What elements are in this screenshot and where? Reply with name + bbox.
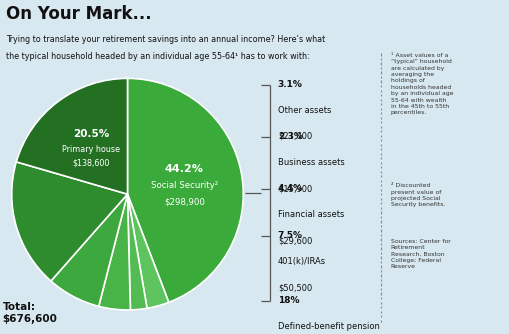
Text: $138,600: $138,600	[72, 159, 110, 168]
Wedge shape	[51, 194, 127, 306]
Text: $298,900: $298,900	[164, 198, 205, 207]
Text: Other assets: Other assets	[277, 106, 330, 115]
Text: Business assets: Business assets	[277, 158, 344, 167]
Text: On Your Mark...: On Your Mark...	[6, 5, 152, 23]
Text: 7.5%: 7.5%	[277, 231, 302, 240]
Text: 18%: 18%	[277, 296, 299, 305]
Text: ² Discounted
present value of
projected Social
Security benefits.: ² Discounted present value of projected …	[390, 183, 444, 207]
Text: Sources: Center for
Retirement
Research, Boston
College; Federal
Reserve: Sources: Center for Retirement Research,…	[390, 238, 449, 269]
Text: Social Security²: Social Security²	[151, 181, 218, 190]
Text: $50,500: $50,500	[277, 283, 312, 292]
Text: 401(k)/IRAs: 401(k)/IRAs	[277, 257, 325, 266]
Text: Total:
$676,600: Total: $676,600	[3, 302, 57, 324]
Text: $29,600: $29,600	[277, 236, 312, 245]
Text: Trying to translate your retirement savings into an annual income? Here’s what: Trying to translate your retirement savi…	[6, 35, 325, 44]
Wedge shape	[127, 194, 168, 308]
Wedge shape	[127, 194, 147, 310]
Text: 3.1%: 3.1%	[277, 80, 302, 89]
Text: Defined-benefit pension: Defined-benefit pension	[277, 322, 379, 331]
Text: 2.3%: 2.3%	[277, 132, 302, 141]
Text: 44.2%: 44.2%	[165, 164, 204, 174]
Wedge shape	[12, 162, 127, 281]
Wedge shape	[99, 194, 130, 310]
Wedge shape	[127, 78, 243, 302]
Text: the typical household headed by an individual age 55-64¹ has to work with:: the typical household headed by an indiv…	[6, 52, 309, 61]
Wedge shape	[16, 78, 127, 194]
Text: 20.5%: 20.5%	[73, 130, 109, 139]
Text: $15,900: $15,900	[277, 184, 312, 193]
Text: Financial assets: Financial assets	[277, 210, 344, 219]
Text: Primary house: Primary house	[62, 145, 120, 154]
Text: 4.4%: 4.4%	[277, 184, 302, 193]
Text: $21,000: $21,000	[277, 132, 312, 141]
Text: ¹ Asset values of a
“typical” household
are calculated by
averaging the
holdings: ¹ Asset values of a “typical” household …	[390, 53, 453, 116]
